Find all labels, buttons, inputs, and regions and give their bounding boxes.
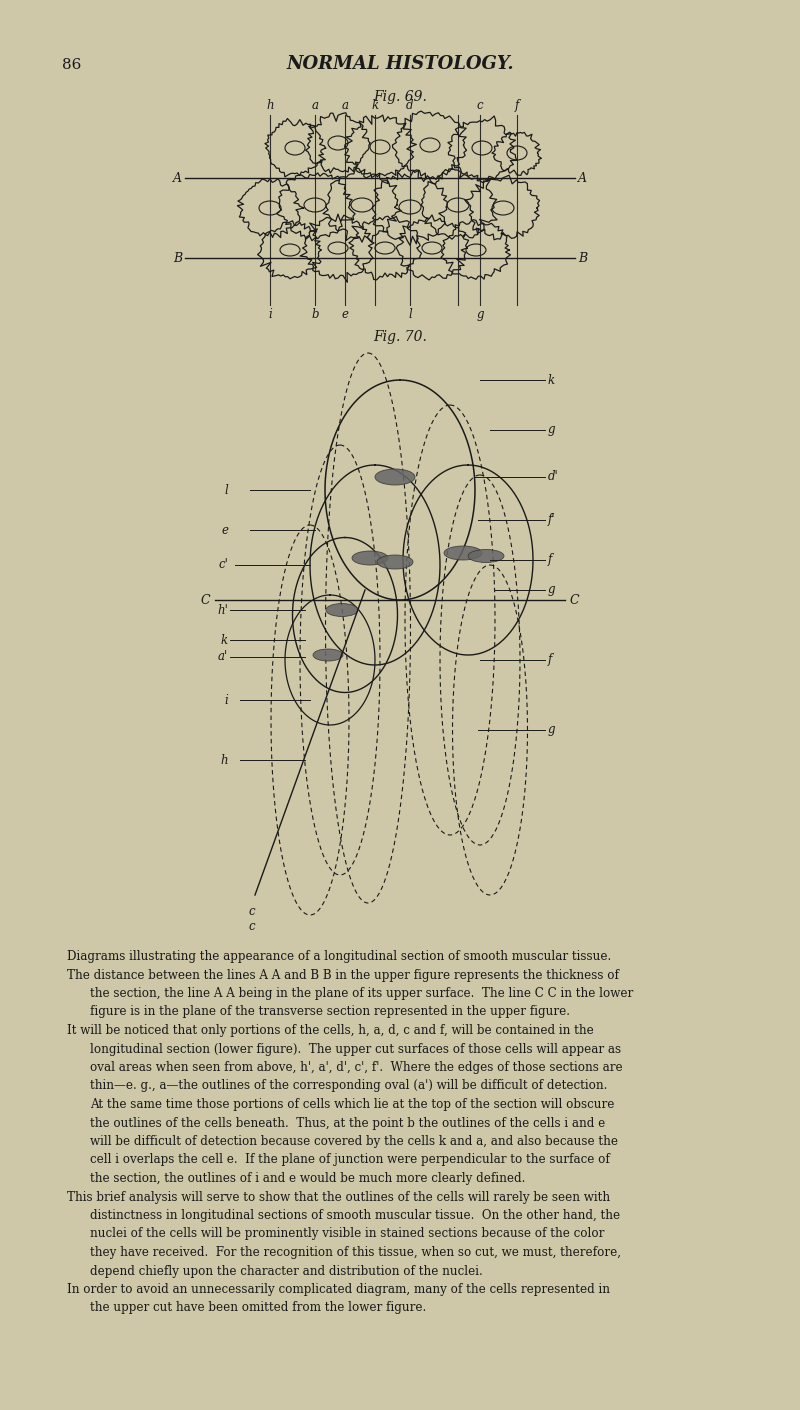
Text: Diagrams illustrating the appearance of a longitudinal section of smooth muscula: Diagrams illustrating the appearance of … (67, 950, 611, 963)
Text: f: f (548, 653, 552, 667)
Text: The distance between the lines A A and B B in the upper figure represents the th: The distance between the lines A A and B… (67, 969, 619, 981)
Text: c: c (249, 905, 255, 918)
Text: C: C (570, 594, 580, 606)
Text: In order to avoid an unnecessarily complicated diagram, many of the cells repres: In order to avoid an unnecessarily compl… (67, 1283, 610, 1296)
Text: h': h' (217, 603, 228, 616)
Text: the section, the line A A being in the plane of its upper surface.  The line C C: the section, the line A A being in the p… (90, 987, 634, 1000)
Text: Fig. 70.: Fig. 70. (373, 330, 427, 344)
Text: figure is in the plane of the transverse section represented in the upper figure: figure is in the plane of the transverse… (90, 1005, 570, 1018)
Text: g: g (548, 423, 555, 437)
Text: f': f' (548, 513, 556, 526)
Ellipse shape (444, 546, 482, 560)
Text: d': d' (548, 471, 558, 484)
Ellipse shape (313, 649, 343, 661)
Text: g: g (476, 307, 484, 321)
Text: B: B (173, 251, 182, 265)
Text: nuclei of the cells will be prominently visible in stained sections because of t: nuclei of the cells will be prominently … (90, 1228, 604, 1241)
Text: d: d (406, 99, 414, 111)
Ellipse shape (375, 470, 415, 485)
Text: the upper cut have been omitted from the lower figure.: the upper cut have been omitted from the… (90, 1301, 426, 1314)
Text: c: c (249, 919, 255, 933)
Text: k: k (548, 374, 555, 386)
Text: a: a (311, 99, 318, 111)
Text: b: b (311, 307, 318, 321)
Text: g: g (548, 584, 555, 596)
Text: oval areas when seen from above, h', a', d', c', f'.  Where the edges of those s: oval areas when seen from above, h', a',… (90, 1060, 622, 1074)
Text: f: f (515, 99, 519, 111)
Text: B: B (578, 251, 587, 265)
Text: Fig. 69.: Fig. 69. (373, 90, 427, 104)
Text: the section, the outlines of i and e would be much more clearly defined.: the section, the outlines of i and e wou… (90, 1172, 526, 1184)
Text: c: c (477, 99, 483, 111)
Text: k: k (371, 99, 378, 111)
Text: This brief analysis will serve to show that the outlines of the cells will rarel: This brief analysis will serve to show t… (67, 1190, 610, 1204)
Text: l: l (224, 484, 228, 496)
Ellipse shape (352, 551, 388, 565)
Text: h: h (266, 99, 274, 111)
Text: k: k (221, 633, 228, 647)
Text: a: a (342, 99, 349, 111)
Ellipse shape (468, 550, 504, 563)
Ellipse shape (326, 603, 358, 616)
Text: A: A (578, 172, 587, 185)
Text: At the same time those portions of cells which lie at the top of the section wil: At the same time those portions of cells… (90, 1098, 614, 1111)
Text: i: i (268, 307, 272, 321)
Text: h: h (220, 753, 228, 767)
Text: e: e (342, 307, 349, 321)
Text: e: e (221, 523, 228, 536)
Text: l: l (408, 307, 412, 321)
Text: thin—e. g., a—the outlines of the corresponding oval (a') will be difficult of d: thin—e. g., a—the outlines of the corres… (90, 1080, 607, 1093)
Ellipse shape (377, 556, 413, 570)
Text: It will be noticed that only portions of the cells, h, a, d, c and f, will be co: It will be noticed that only portions of… (67, 1024, 594, 1036)
Text: c': c' (218, 558, 228, 571)
Text: depend chiefly upon the character and distribution of the nuclei.: depend chiefly upon the character and di… (90, 1265, 482, 1277)
Text: f: f (548, 554, 552, 567)
Text: longitudinal section (lower figure).  The upper cut surfaces of those cells will: longitudinal section (lower figure). The… (90, 1042, 621, 1056)
Text: the outlines of the cells beneath.  Thus, at the point b the outlines of the cel: the outlines of the cells beneath. Thus,… (90, 1117, 606, 1129)
Text: will be difficult of detection because covered by the cells k and a, and also be: will be difficult of detection because c… (90, 1135, 618, 1148)
Text: a': a' (218, 650, 228, 664)
Text: g: g (548, 723, 555, 736)
Text: 86: 86 (62, 58, 82, 72)
Text: A: A (173, 172, 182, 185)
Text: they have received.  For the recognition of this tissue, when so cut, we must, t: they have received. For the recognition … (90, 1246, 621, 1259)
Text: cell i overlaps the cell e.  If the plane of junction were perpendicular to the : cell i overlaps the cell e. If the plane… (90, 1153, 610, 1166)
Text: distinctness in longitudinal sections of smooth muscular tissue.  On the other h: distinctness in longitudinal sections of… (90, 1208, 620, 1222)
Text: i: i (224, 694, 228, 706)
Text: NORMAL HISTOLOGY.: NORMAL HISTOLOGY. (286, 55, 514, 73)
Text: C: C (200, 594, 210, 606)
